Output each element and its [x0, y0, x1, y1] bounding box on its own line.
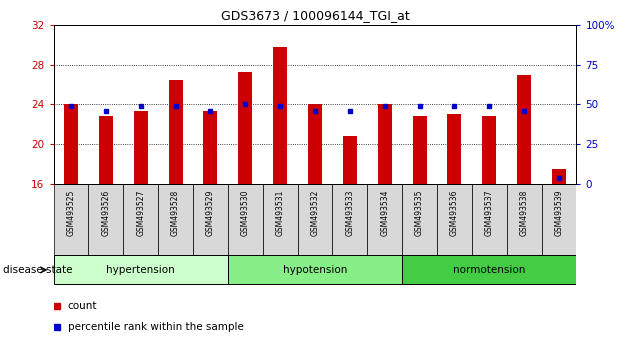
Text: GSM493528: GSM493528: [171, 190, 180, 236]
Text: GSM493525: GSM493525: [67, 190, 76, 236]
Text: GSM493527: GSM493527: [136, 190, 145, 236]
Text: hypertension: hypertension: [106, 265, 175, 275]
Text: GSM493537: GSM493537: [485, 190, 494, 236]
Bar: [517, 75, 531, 184]
Bar: [54, 256, 228, 284]
Bar: [437, 184, 472, 255]
Bar: [238, 72, 252, 184]
Bar: [193, 184, 228, 255]
Bar: [447, 114, 461, 184]
Bar: [402, 256, 576, 284]
Bar: [378, 104, 392, 184]
Text: GSM493529: GSM493529: [206, 190, 215, 236]
Text: GSM493536: GSM493536: [450, 190, 459, 236]
Bar: [134, 112, 147, 184]
Bar: [88, 184, 123, 255]
Text: GSM493531: GSM493531: [276, 190, 285, 236]
Bar: [123, 184, 158, 255]
Bar: [542, 184, 576, 255]
Bar: [54, 184, 88, 255]
Text: disease state: disease state: [3, 265, 72, 275]
Bar: [333, 184, 367, 255]
Bar: [228, 184, 263, 255]
Text: normotension: normotension: [453, 265, 525, 275]
Bar: [263, 184, 297, 255]
Bar: [472, 184, 507, 255]
Text: GSM493532: GSM493532: [311, 190, 319, 236]
Text: GSM493538: GSM493538: [520, 190, 529, 236]
Bar: [203, 112, 217, 184]
Text: GSM493539: GSM493539: [554, 190, 563, 236]
Bar: [402, 184, 437, 255]
Text: GSM493535: GSM493535: [415, 190, 424, 236]
Bar: [367, 184, 402, 255]
Text: percentile rank within the sample: percentile rank within the sample: [67, 322, 244, 332]
Bar: [297, 184, 333, 255]
Text: GSM493530: GSM493530: [241, 190, 249, 236]
Bar: [169, 80, 183, 184]
Bar: [308, 104, 322, 184]
Bar: [343, 136, 357, 184]
Text: hypotension: hypotension: [283, 265, 347, 275]
Bar: [158, 184, 193, 255]
Bar: [413, 116, 427, 184]
Bar: [273, 47, 287, 184]
Text: GSM493526: GSM493526: [101, 190, 110, 236]
Text: GSM493533: GSM493533: [345, 190, 354, 236]
Bar: [64, 104, 78, 184]
Text: GDS3673 / 100096144_TGI_at: GDS3673 / 100096144_TGI_at: [220, 9, 410, 22]
Text: count: count: [67, 301, 97, 311]
Bar: [483, 116, 496, 184]
Bar: [507, 184, 542, 255]
Bar: [552, 169, 566, 184]
Text: GSM493534: GSM493534: [381, 190, 389, 236]
Bar: [228, 256, 402, 284]
Bar: [99, 116, 113, 184]
